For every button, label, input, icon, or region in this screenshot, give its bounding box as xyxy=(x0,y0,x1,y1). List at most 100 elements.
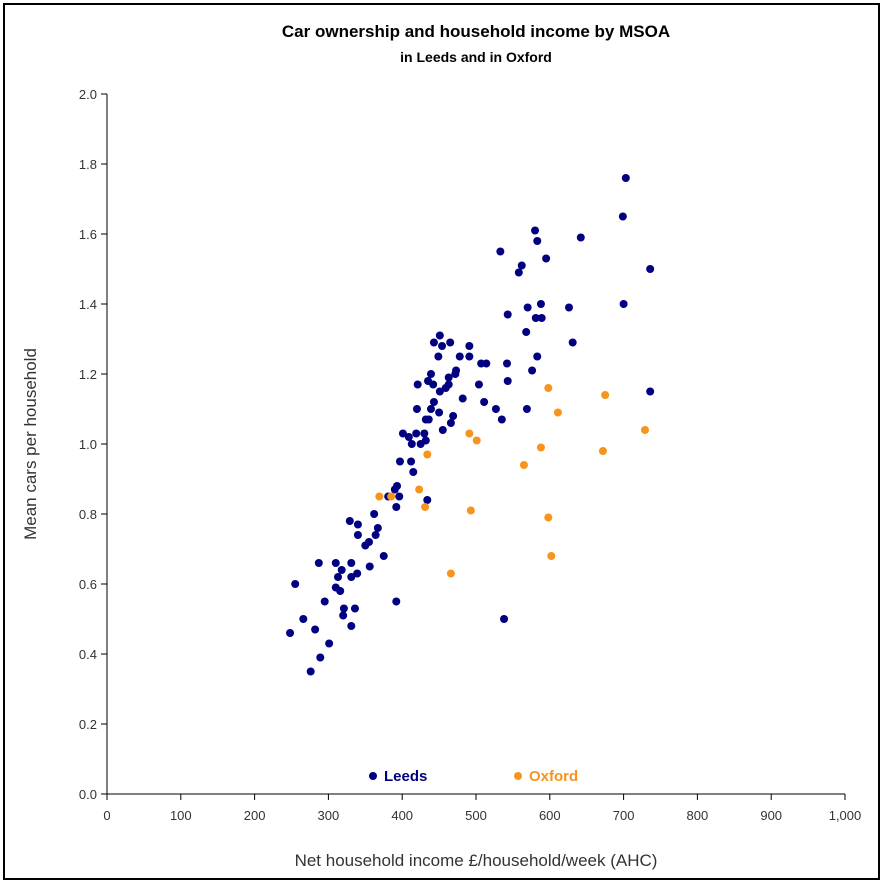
data-point-leeds xyxy=(345,517,354,525)
data-point-leeds xyxy=(480,398,489,406)
data-point-leeds xyxy=(435,387,444,396)
data-point-leeds xyxy=(353,520,362,529)
data-point-leeds xyxy=(438,342,447,350)
x-tick-label: 600 xyxy=(539,808,561,823)
data-point-leeds xyxy=(347,622,356,630)
data-point-leeds xyxy=(412,405,421,413)
data-point-oxford xyxy=(423,450,432,459)
data-point-oxford xyxy=(598,447,607,455)
data-point-leeds xyxy=(500,615,509,623)
data-point-leeds xyxy=(531,226,540,235)
legend-marker-oxford xyxy=(514,772,522,780)
data-point-oxford xyxy=(641,426,650,434)
x-tick-label: 100 xyxy=(170,808,192,823)
data-point-leeds xyxy=(299,615,308,623)
data-point-leeds xyxy=(393,482,402,490)
data-point-leeds xyxy=(533,237,542,245)
data-point-oxford xyxy=(536,443,545,452)
data-point-leeds xyxy=(409,468,418,476)
data-point-leeds xyxy=(316,653,325,662)
y-tick-label: 0.6 xyxy=(79,577,97,592)
x-tick-label: 0 xyxy=(103,808,110,823)
data-point-leeds xyxy=(371,531,380,539)
data-point-leeds xyxy=(517,261,526,270)
data-point-leeds xyxy=(339,611,348,620)
y-tick-label: 0.8 xyxy=(79,507,97,522)
data-point-leeds xyxy=(364,538,373,546)
data-point-leeds xyxy=(441,384,450,392)
data-point-leeds xyxy=(333,573,342,581)
x-tick-label: 300 xyxy=(318,808,340,823)
y-tick-label: 0.0 xyxy=(79,787,97,802)
data-point-leeds xyxy=(423,496,432,504)
data-point-leeds xyxy=(536,300,545,308)
x-tick-label: 500 xyxy=(465,808,487,823)
data-point-leeds xyxy=(407,457,416,466)
y-tick-label: 1.4 xyxy=(79,297,97,312)
data-point-oxford xyxy=(553,408,562,417)
data-point-leeds xyxy=(339,604,348,613)
data-point-leeds xyxy=(286,629,295,637)
data-point-leeds xyxy=(465,352,474,361)
data-point-leeds xyxy=(576,233,585,242)
data-point-leeds xyxy=(398,429,407,438)
data-point-oxford xyxy=(421,503,430,511)
x-tick-label: 1,000 xyxy=(829,808,862,823)
data-point-leeds xyxy=(404,433,413,441)
data-point-oxford xyxy=(446,569,455,578)
data-point-leeds xyxy=(496,247,505,256)
data-point-leeds xyxy=(426,405,435,413)
data-point-leeds xyxy=(365,562,374,571)
data-point-leeds xyxy=(542,254,551,263)
y-axis-label: Mean cars per household xyxy=(21,348,40,540)
data-point-leeds xyxy=(618,212,627,221)
y-tick-label: 2.0 xyxy=(79,87,97,102)
data-point-leeds xyxy=(311,625,320,634)
x-tick-label: 400 xyxy=(391,808,413,823)
x-tick-label: 900 xyxy=(760,808,782,823)
data-point-leeds xyxy=(392,597,401,606)
data-point-leeds xyxy=(621,174,630,182)
chart-subtitle: in Leeds and in Oxford xyxy=(400,49,552,65)
data-point-leeds xyxy=(523,303,532,312)
data-point-leeds xyxy=(306,667,315,676)
legend-marker-leeds xyxy=(369,772,377,780)
data-point-leeds xyxy=(314,559,323,567)
data-point-leeds xyxy=(465,342,474,350)
data-point-leeds xyxy=(514,268,523,277)
data-point-oxford xyxy=(519,461,528,469)
y-tick-label: 1.6 xyxy=(79,227,97,242)
data-point-leeds xyxy=(347,573,356,581)
data-point-leeds xyxy=(449,412,458,420)
x-axis-label: Net household income £/household/week (A… xyxy=(295,851,658,870)
data-point-leeds xyxy=(325,639,334,648)
data-point-leeds xyxy=(446,338,455,347)
data-point-leeds xyxy=(435,408,444,417)
data-point-leeds xyxy=(458,394,467,403)
data-point-leeds xyxy=(482,359,491,368)
data-point-leeds xyxy=(446,419,455,427)
data-point-leeds xyxy=(503,310,512,319)
data-point-leeds xyxy=(503,377,512,385)
legend-label-oxford: Oxford xyxy=(529,768,578,785)
data-point-leeds xyxy=(455,352,464,361)
data-point-leeds xyxy=(497,415,506,424)
data-point-leeds xyxy=(452,366,461,375)
data-point-leeds xyxy=(531,314,540,322)
y-tick-label: 1.0 xyxy=(79,437,97,452)
data-point-oxford xyxy=(387,492,396,501)
data-point-leeds xyxy=(564,303,573,312)
data-point-leeds xyxy=(416,440,425,448)
data-point-leeds xyxy=(522,405,531,413)
data-point-leeds xyxy=(336,587,345,595)
data-point-leeds xyxy=(370,510,379,518)
legend-label-leeds: Leeds xyxy=(384,768,427,785)
y-tick-label: 0.2 xyxy=(79,717,97,732)
data-point-leeds xyxy=(373,524,382,532)
data-point-leeds xyxy=(379,552,388,560)
data-point-leeds xyxy=(435,331,444,340)
data-point-leeds xyxy=(407,440,416,448)
y-tick-label: 1.8 xyxy=(79,157,97,172)
data-point-leeds xyxy=(413,380,422,389)
